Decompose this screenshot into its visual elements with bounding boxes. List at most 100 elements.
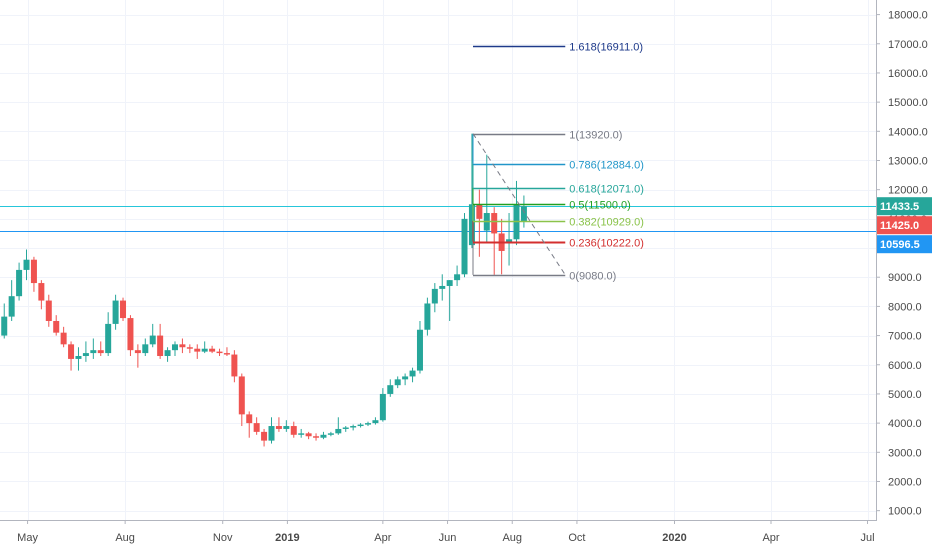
fibonacci-retracement: 1.618(16911.0) 1(13920.0) 0.786(12884.0) 0.… [472,42,644,283]
candle[interactable] [372,417,379,425]
candle[interactable] [194,344,201,359]
candle[interactable] [335,417,342,435]
candle[interactable] [275,417,282,432]
candle[interactable] [105,312,112,357]
candle[interactable] [127,315,134,357]
candle[interactable] [424,297,431,336]
fib-level-0[interactable]: 0(9080.0) [472,271,616,283]
candle[interactable] [261,428,268,447]
candle[interactable] [157,323,164,359]
candle-body [1,316,8,336]
candle-body [409,370,416,377]
candle[interactable] [305,431,312,440]
candle[interactable] [283,420,290,432]
candle[interactable] [75,347,82,371]
candle[interactable] [268,417,275,444]
candle[interactable] [327,431,334,437]
candle[interactable] [38,280,45,310]
candle[interactable] [209,345,216,354]
candle[interactable] [253,417,260,435]
time-axis-ticks: May Aug Nov 2019 Apr Jun Aug Oct 2020 Apr Jul [17,520,875,544]
fib-level-0.786[interactable]: 0.786(12884.0) [472,160,644,172]
candle[interactable] [431,283,438,313]
candle[interactable] [290,421,297,438]
candle[interactable] [164,347,171,362]
time-axis[interactable] [0,520,932,550]
candle[interactable] [454,265,461,286]
candle[interactable] [238,373,245,427]
candle[interactable] [216,348,223,357]
candle[interactable] [231,350,238,383]
candle[interactable] [387,379,394,397]
candle[interactable] [53,315,60,336]
candle[interactable] [134,344,141,368]
candle[interactable] [16,262,23,301]
price-tick-label: 4000.0 [888,418,922,430]
candle[interactable] [201,341,208,354]
candle[interactable] [186,344,193,354]
candle[interactable] [498,218,505,275]
candle[interactable] [320,431,327,440]
candle[interactable] [171,341,178,357]
fib-level-1.618[interactable]: 1.618(16911.0) [472,42,643,54]
candle[interactable] [468,133,475,249]
candle[interactable] [298,428,305,438]
candle[interactable] [365,421,372,427]
candle-body [520,206,527,222]
candle-body [45,300,52,321]
candle[interactable] [23,249,30,281]
fib-level-0.618[interactable]: 0.618(12071.0) [472,184,644,196]
candle-body [23,259,30,270]
candle-body [350,426,357,428]
candle[interactable] [476,189,483,257]
candle[interactable] [394,376,401,389]
price-tick-label: 13000.0 [888,155,928,167]
candle[interactable] [142,338,149,357]
price-tick-label: 6000.0 [888,360,922,372]
candle[interactable] [491,207,498,275]
candle[interactable] [8,280,15,321]
candle[interactable] [120,297,127,321]
candle[interactable] [409,367,416,383]
candle[interactable] [149,323,156,348]
fib-level-1[interactable]: 1(13920.0) [472,130,622,142]
candle-body [268,426,275,441]
candle[interactable] [439,274,446,301]
candle[interactable] [416,320,423,374]
fib-level-0.382[interactable]: 0.382(10929.0) [472,217,644,229]
candle[interactable] [179,338,186,354]
candle[interactable] [350,424,357,431]
candle[interactable] [45,294,52,327]
candle-body [68,344,75,359]
candle[interactable] [483,154,490,243]
candle[interactable] [1,303,8,339]
candle[interactable] [90,338,97,359]
price-axis[interactable] [876,0,932,550]
price-tick-label: 5000.0 [888,389,922,401]
price-tick-label: 14000.0 [888,126,928,138]
candle[interactable] [402,373,409,386]
candle[interactable] [446,280,453,321]
candle[interactable] [246,411,253,438]
candle[interactable] [379,388,386,422]
candle[interactable] [313,433,320,441]
candle-body [142,344,149,354]
fib-level-0.5[interactable]: 0.5(11500.0) [472,200,631,212]
candle-body [90,350,97,354]
price-tick-label: 15000.0 [888,97,928,109]
candle[interactable] [342,426,349,432]
candle[interactable] [223,347,230,357]
fib-level-label: 1.618(16911.0) [569,42,643,54]
candle[interactable] [97,341,104,357]
candle[interactable] [82,341,89,362]
candle[interactable] [357,423,364,428]
fib-level-label: 0.786(12884.0) [569,160,644,172]
fib-trend-line[interactable] [472,133,566,276]
candle[interactable] [461,213,468,278]
fib-level-0.236[interactable]: 0.236(10222.0) [472,238,644,250]
candle[interactable] [112,294,119,330]
candle[interactable] [60,326,67,348]
candle[interactable] [30,256,37,292]
candle[interactable] [68,341,75,371]
